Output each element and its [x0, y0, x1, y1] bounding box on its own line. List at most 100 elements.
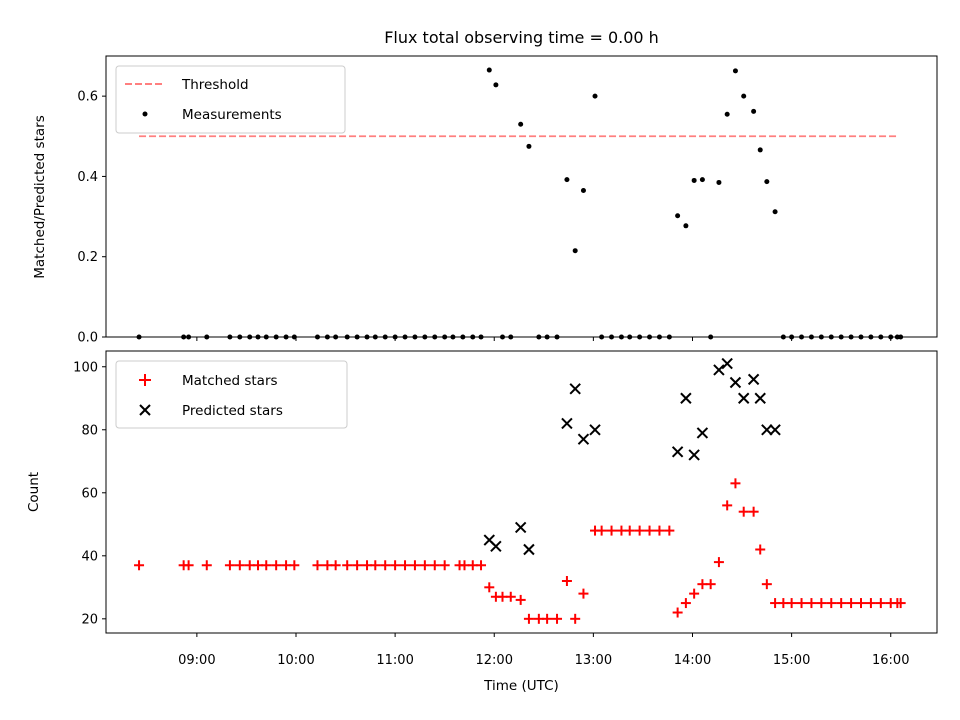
measurement-point: [724, 111, 730, 117]
measurement-point: [544, 334, 550, 340]
matched-stars-point: [330, 560, 341, 571]
top-y-axis-label: Matched/Predicted stars: [32, 115, 48, 278]
matched-stars-point: [505, 591, 516, 602]
measurement-point: [392, 334, 398, 340]
matched-stars-point: [561, 576, 572, 587]
matched-stars-point: [816, 598, 827, 609]
predicted-stars-point: [761, 424, 773, 436]
matched-stars-point: [644, 525, 655, 536]
measurement-point: [808, 334, 814, 340]
matched-stars-point: [722, 500, 733, 511]
x-tick-label: 14:00: [674, 653, 711, 668]
matched-stars-point: [370, 560, 381, 571]
matched-stars-point: [846, 598, 857, 609]
measurement-point: [382, 334, 388, 340]
matched-stars-point: [730, 478, 741, 489]
legend-label-matched: Matched stars: [182, 373, 278, 389]
measurement-point: [828, 334, 834, 340]
matched-stars-point: [705, 579, 716, 590]
bottom-y-axis-label: Count: [26, 472, 42, 512]
measurement-point: [344, 334, 350, 340]
measurements-legend-swatch: [142, 111, 148, 117]
matched-stars-point: [624, 525, 635, 536]
measurement-point: [493, 82, 499, 88]
measurement-point: [799, 334, 805, 340]
measurement-point: [432, 334, 438, 340]
predicted-legend-swatch: [139, 404, 151, 416]
matched-stars-point: [796, 598, 807, 609]
matched-stars-point: [380, 560, 391, 571]
measurement-point: [699, 177, 705, 183]
measurement-point: [263, 334, 269, 340]
predicted-stars-point: [680, 392, 692, 404]
top-plot-frame: [105, 55, 938, 338]
matched-stars-point: [713, 557, 724, 568]
matched-stars-point: [523, 613, 534, 624]
measurement-point: [324, 334, 330, 340]
matched-stars-point: [895, 598, 906, 609]
matched-stars-point: [672, 607, 683, 618]
legend-label-measurements: Measurements: [182, 107, 282, 123]
measurement-point: [838, 334, 844, 340]
matched-stars-point: [312, 560, 323, 571]
matched-stars-point: [515, 594, 526, 605]
measurement-point: [708, 334, 714, 340]
predicted-stars-point: [589, 424, 601, 436]
measurement-point: [898, 334, 904, 340]
matched-stars-point: [836, 598, 847, 609]
matched-stars-point: [761, 579, 772, 590]
matched-stars-point: [289, 560, 300, 571]
predicted-stars-point: [523, 543, 535, 556]
predicted-stars-point: [577, 433, 590, 445]
matched-stars-point: [552, 613, 563, 624]
y-tick-label: 0.0: [77, 331, 98, 346]
x-tick-label: 15:00: [773, 653, 810, 668]
measurement-point: [580, 187, 586, 193]
measurement-point: [333, 334, 339, 340]
matched-stars-point: [400, 560, 411, 571]
legend-label-threshold: Threshold: [181, 77, 249, 93]
predicted-stars-point: [737, 392, 750, 404]
predicted-stars-point: [769, 424, 781, 436]
measurement-point: [500, 334, 506, 340]
y-tick-label: 80: [81, 423, 98, 438]
measurement-point: [470, 334, 476, 340]
matched-stars-point: [439, 560, 450, 571]
predicted-stars-point: [561, 417, 573, 430]
measurement-point: [592, 93, 598, 99]
measurement-point: [764, 179, 770, 185]
x-tick-label: 13:00: [575, 653, 612, 668]
measurement-point: [741, 93, 747, 99]
x-tick-label: 11:00: [376, 653, 413, 668]
measurement-point: [181, 334, 187, 340]
top-legend-box: [115, 65, 346, 134]
measurement-point: [637, 334, 643, 340]
matched-stars-point: [634, 525, 645, 536]
y-tick-label: 20: [81, 612, 98, 627]
measurement-point: [675, 213, 681, 219]
predicted-stars-point: [688, 449, 700, 461]
measurement-point: [247, 334, 253, 340]
measurement-point: [227, 334, 233, 340]
measurement-point: [564, 177, 570, 183]
measurement-point: [666, 334, 672, 340]
matched-stars-point: [748, 506, 759, 517]
measurement-point: [526, 143, 532, 149]
matched-stars-point: [786, 598, 797, 609]
measurement-point: [354, 334, 360, 340]
matched-stars-point: [201, 560, 212, 571]
measurement-point: [186, 334, 192, 340]
x-tick-label: 16:00: [872, 653, 909, 668]
matched-stars-point: [680, 598, 691, 609]
x-tick-label: 10:00: [277, 653, 314, 668]
matched-stars-point: [875, 598, 886, 609]
measurement-point: [647, 334, 653, 340]
measurement-point: [609, 334, 615, 340]
matched-stars-point: [755, 544, 766, 555]
flux-ratio-panel: 0.0 0.2 0.4 0.6 Matched/Predicted stars Thr…: [32, 55, 938, 346]
matched-stars-point: [429, 560, 440, 571]
matched-stars-point: [183, 560, 194, 571]
measurement-point: [772, 209, 778, 215]
measurement-point: [273, 334, 279, 340]
